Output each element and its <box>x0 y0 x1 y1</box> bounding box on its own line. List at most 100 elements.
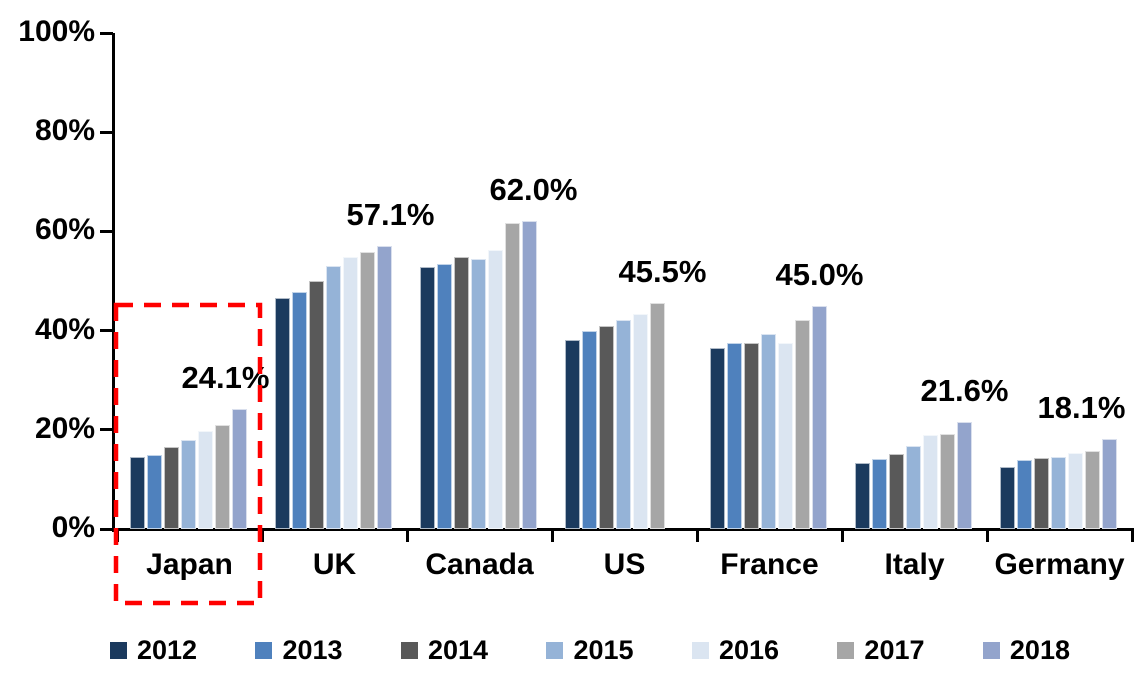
bar-france-2015 <box>761 334 776 529</box>
bar-italy-2013 <box>872 459 887 529</box>
bar-germany-2016 <box>1068 452 1083 529</box>
bar-us-2015 <box>616 320 631 529</box>
x-tick <box>550 527 554 542</box>
bar-uk-2014 <box>309 281 324 529</box>
bar-canada-2012 <box>420 266 435 529</box>
bar-canada-2015 <box>471 258 486 529</box>
bar-canada-2016 <box>488 250 503 529</box>
x-tick <box>260 527 264 542</box>
legend-label-2017: 2017 <box>864 634 925 665</box>
bar-canada-2018 <box>522 221 537 529</box>
legend-label-2014: 2014 <box>427 634 489 665</box>
data-label-us: 45.5% <box>618 254 707 290</box>
legend-item-2016: 2016 <box>691 634 780 665</box>
bar-france-2013 <box>727 342 742 529</box>
y-tick <box>100 527 113 531</box>
legend-item-2018: 2018 <box>982 634 1070 665</box>
x-label-france: France <box>720 548 819 581</box>
x-tick <box>1130 527 1134 542</box>
x-label-japan: Japan <box>146 548 233 581</box>
legend-swatch-2018 <box>982 641 1000 659</box>
data-label-canada: 62.0% <box>489 172 578 208</box>
bar-germany-2013 <box>1017 460 1032 529</box>
bar-us-2017 <box>650 303 665 529</box>
legend-label-2012: 2012 <box>137 634 198 665</box>
legend-item-2017: 2017 <box>837 634 925 665</box>
bar-italy-2012 <box>855 463 870 529</box>
bar-uk-2017 <box>360 251 375 529</box>
legend-item-2012: 2012 <box>110 634 198 665</box>
y-tick <box>100 428 113 432</box>
bar-japan-2015 <box>181 440 196 529</box>
y-tick <box>100 229 113 233</box>
data-label-japan: 24.1% <box>181 360 270 396</box>
bar-france-2014 <box>744 343 759 529</box>
bar-uk-2013 <box>292 291 307 529</box>
bar-italy-2017 <box>940 434 955 529</box>
legend-label-2016: 2016 <box>718 634 780 665</box>
bar-uk-2018 <box>377 245 392 529</box>
bar-japan-2016 <box>198 430 213 529</box>
bar-japan-2013 <box>147 455 162 529</box>
legend-item-2015: 2015 <box>546 636 634 664</box>
data-label-france: 45.0% <box>775 256 864 292</box>
bar-japan-2018 <box>232 409 247 529</box>
data-label-germany: 18.1% <box>1037 390 1126 426</box>
bar-uk-2015 <box>326 266 341 529</box>
bar-uk-2012 <box>275 298 290 529</box>
legend-swatch-2016 <box>691 641 709 659</box>
legend-label-2018: 2018 <box>1009 634 1070 665</box>
bar-france-2012 <box>710 348 725 529</box>
bar-us-2014 <box>599 326 614 529</box>
legend-item-2014: 2014 <box>400 634 489 665</box>
y-tick-label: 0% <box>51 511 95 544</box>
bar-italy-2015 <box>906 445 921 529</box>
y-axis-line <box>112 33 115 532</box>
data-label-uk: 57.1% <box>346 196 435 232</box>
bar-france-2016 <box>778 343 793 529</box>
bar-germany-2018 <box>1102 439 1117 529</box>
bar-italy-2016 <box>923 435 938 529</box>
legend-item-2013: 2013 <box>255 634 343 665</box>
x-label-us: US <box>603 548 646 581</box>
y-tick-label: 40% <box>34 312 95 346</box>
bar-us-2013 <box>582 330 597 529</box>
bar-france-2017 <box>795 319 810 529</box>
x-tick <box>695 527 699 542</box>
legend-swatch-2017 <box>837 641 855 659</box>
x-label-italy: Italy <box>884 548 945 581</box>
bar-canada-2014 <box>454 256 469 529</box>
y-tick <box>100 130 113 134</box>
y-tick-label: 80% <box>34 114 95 148</box>
legend-swatch-2013 <box>255 641 273 659</box>
bar-italy-2018 <box>957 421 972 529</box>
bar-germany-2014 <box>1034 458 1049 529</box>
data-label-italy: 21.6% <box>920 372 1009 408</box>
bar-canada-2013 <box>437 264 452 529</box>
x-tick <box>115 527 119 542</box>
bar-france-2018 <box>812 305 827 529</box>
bar-italy-2014 <box>889 453 904 529</box>
x-axis-line <box>112 527 1133 531</box>
legend-swatch-2012 <box>110 641 127 659</box>
bar-germany-2017 <box>1085 450 1100 529</box>
legend-swatch-2014 <box>400 641 418 659</box>
x-label-germany: Germany <box>994 548 1125 581</box>
x-label-canada: Canada <box>425 548 534 581</box>
x-tick <box>985 527 989 542</box>
legend-swatch-2015 <box>546 641 564 659</box>
y-tick <box>100 31 113 35</box>
x-tick <box>405 527 409 542</box>
bar-japan-2017 <box>215 424 230 529</box>
bar-uk-2016 <box>343 257 358 529</box>
y-tick-label: 100% <box>18 15 95 48</box>
bar-germany-2012 <box>1000 467 1015 529</box>
y-tick-label: 60% <box>34 213 95 247</box>
bar-us-2012 <box>565 339 580 529</box>
y-tick <box>100 329 113 333</box>
bar-japan-2014 <box>164 446 179 529</box>
bar-japan-2012 <box>130 456 145 529</box>
y-tick-label: 20% <box>34 411 95 445</box>
legend-label-2013: 2013 <box>282 634 343 665</box>
